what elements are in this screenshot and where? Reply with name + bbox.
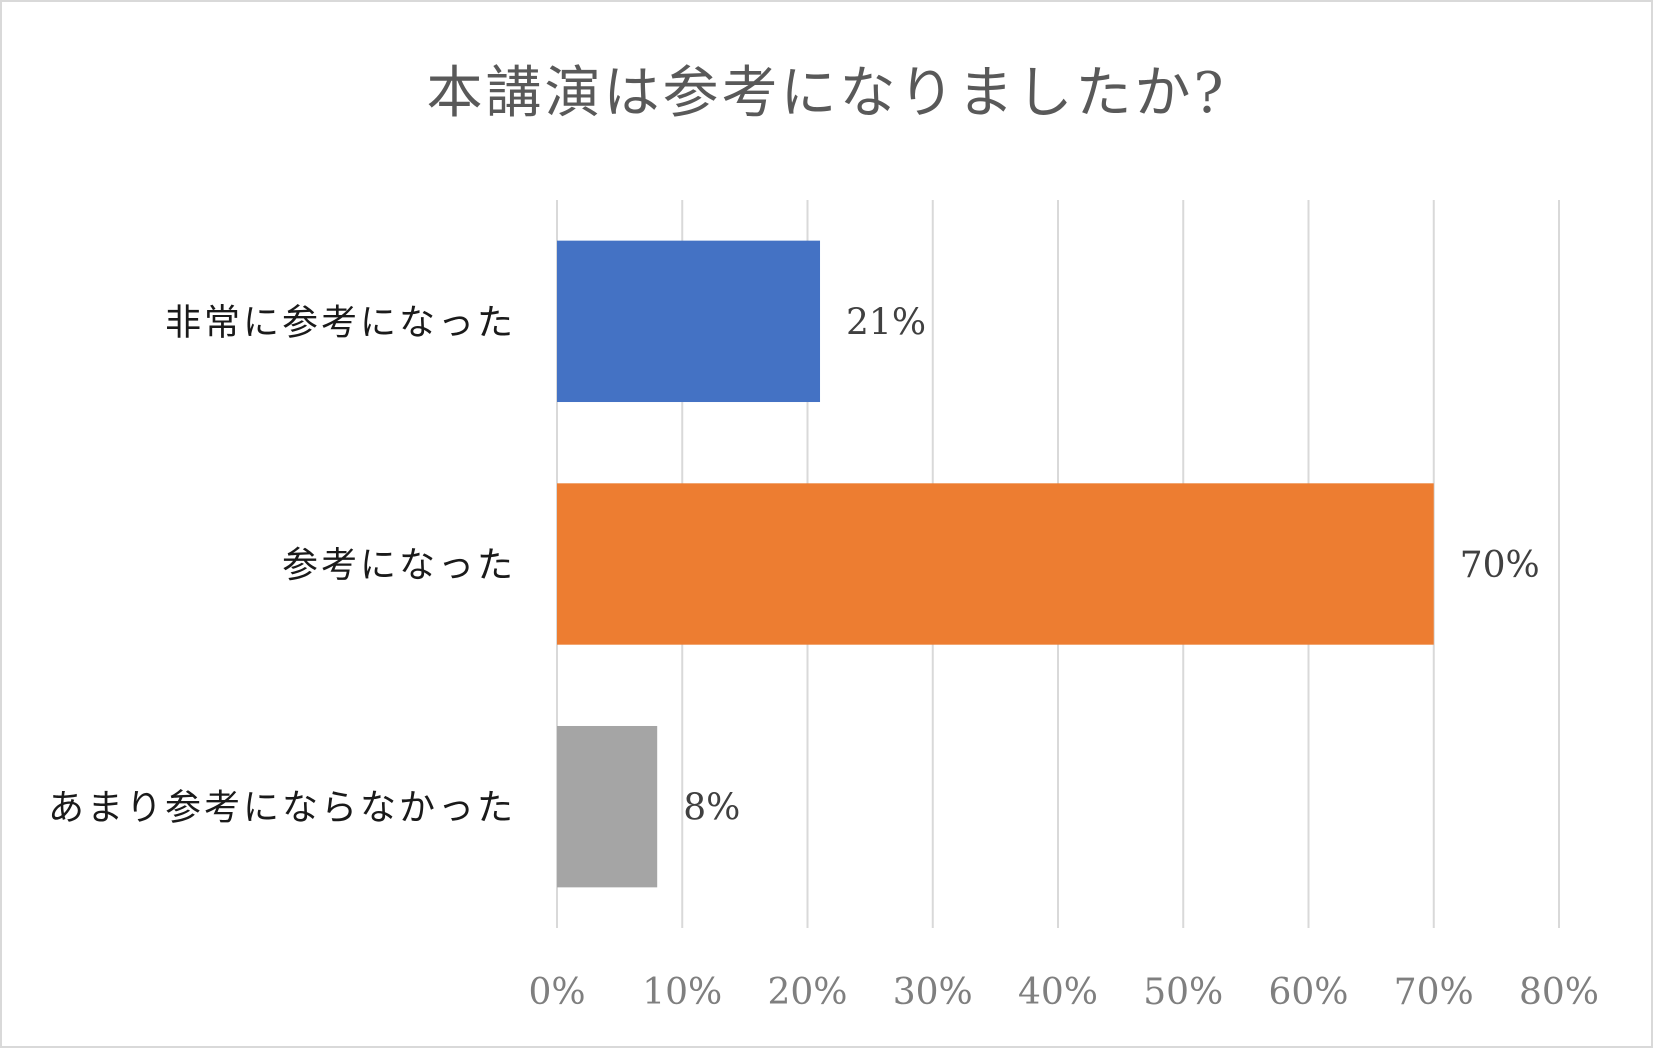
labels: 0% 10% 20% 30% 40% 50% 60% 70% 80% 非常に参考になった 21% 参考… <box>48 302 1599 1013</box>
chart-title: 本講演は参考になりましたか? <box>426 61 1227 126</box>
x-tick-label: 70% <box>1394 972 1474 1013</box>
x-tick-label: 20% <box>767 972 847 1013</box>
x-tick-label: 30% <box>893 972 973 1013</box>
x-tick-label: 0% <box>528 972 585 1013</box>
category-label: 非常に参考になった <box>165 302 516 343</box>
data-label: 21% <box>846 302 926 343</box>
bar <box>557 240 821 403</box>
bar <box>557 725 658 888</box>
data-label: 70% <box>1460 545 1540 586</box>
category-label: 参考になった <box>282 545 516 586</box>
category-label: あまり参考にならなかった <box>48 788 516 829</box>
x-tick-label: 60% <box>1268 972 1348 1013</box>
x-tick-label: 50% <box>1143 972 1223 1013</box>
x-tick-label: 10% <box>642 972 722 1013</box>
data-label: 8% <box>683 788 740 829</box>
x-tick-label: 40% <box>1018 972 1098 1013</box>
bar <box>557 483 1434 645</box>
bars <box>557 240 1434 888</box>
x-tick-label: 80% <box>1519 972 1599 1013</box>
